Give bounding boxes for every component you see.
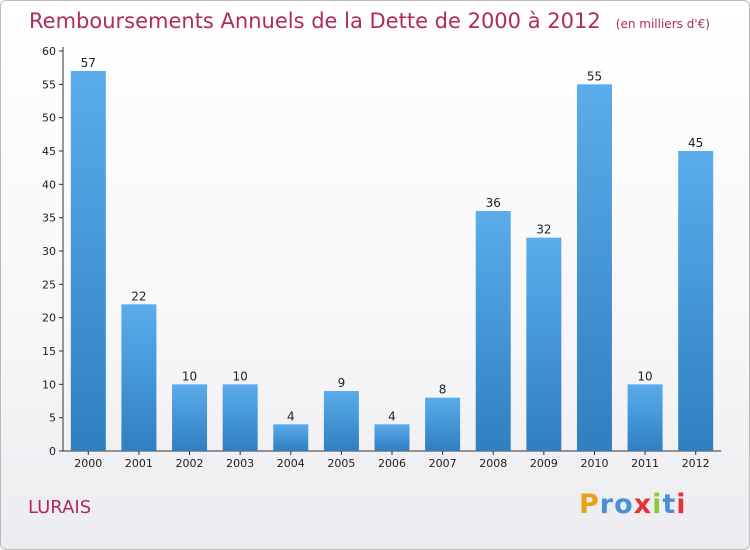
chart-subtitle: (en milliers d'€) [615,17,710,31]
bar-2000 [70,71,106,451]
bar-2005 [323,391,359,451]
x-tick-label: 2005 [327,457,355,470]
x-tick-label: 2004 [277,457,305,470]
y-tick-label: 20 [42,312,56,325]
bar-value-label: 22 [131,289,146,303]
x-tick-label: 2010 [580,457,608,470]
x-tick-label: 2009 [530,457,558,470]
title-row: Remboursements Annuels de la Dette de 20… [29,9,710,33]
bar-value-label: 10 [233,369,248,383]
x-tick-label: 2003 [226,457,254,470]
y-tick-label: 0 [49,445,56,458]
bar-value-label: 57 [81,56,96,70]
bar-value-label: 10 [182,369,197,383]
bar-2007 [425,397,461,451]
bar-2002 [172,384,208,451]
y-tick-label: 40 [42,178,56,191]
y-tick-label: 10 [42,378,56,391]
bar-value-label: 55 [587,69,602,83]
y-tick-label: 55 [42,78,56,91]
bar-value-label: 4 [388,409,396,423]
x-tick-label: 2002 [176,457,204,470]
bar-value-label: 4 [287,409,295,423]
x-tick-label: 2007 [429,457,457,470]
x-tick-label: 2008 [479,457,507,470]
commune-name: LURAIS [28,497,92,518]
bar-2004 [273,424,309,451]
x-tick-label: 2006 [378,457,406,470]
bar-value-label: 8 [439,383,447,397]
bar-2009 [526,237,562,451]
bar-value-label: 45 [688,136,703,150]
bar-2011 [627,384,663,451]
y-tick-label: 5 [49,412,56,425]
bar-2008 [475,211,511,451]
bar-value-label: 36 [486,196,501,210]
y-tick-label: 60 [42,45,56,58]
y-tick-label: 45 [42,145,56,158]
chart-title: Remboursements Annuels de la Dette de 20… [29,9,601,33]
y-tick-label: 25 [42,278,56,291]
bar-value-label: 10 [637,369,652,383]
y-tick-label: 50 [42,112,56,125]
bar-2001 [121,304,157,451]
bar-value-label: 9 [338,376,346,390]
y-tick-label: 30 [42,245,56,258]
bar-2010 [576,84,612,451]
y-tick-label: 35 [42,212,56,225]
bar-2012 [678,151,714,451]
x-tick-label: 2001 [125,457,153,470]
bar-2006 [374,424,410,451]
x-tick-label: 2011 [631,457,659,470]
proxiti-logo: Proxiti [579,489,687,520]
bar-2003 [222,384,258,451]
y-tick-label: 15 [42,345,56,358]
x-tick-label: 2000 [74,457,102,470]
x-tick-label: 2012 [682,457,710,470]
bar-value-label: 32 [536,223,551,237]
